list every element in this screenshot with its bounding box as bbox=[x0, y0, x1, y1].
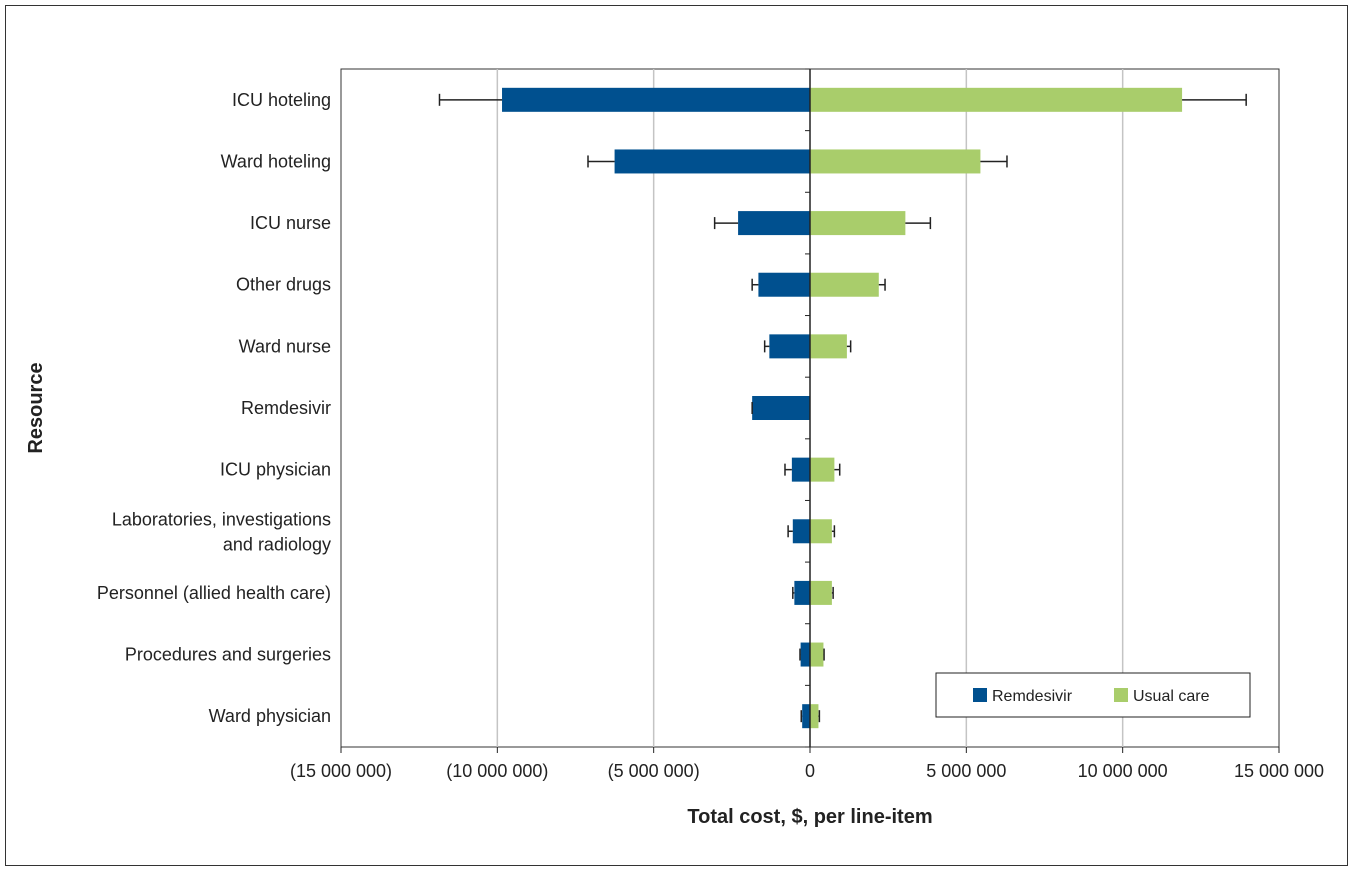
legend-label-usual-care: Usual care bbox=[1133, 688, 1210, 705]
bar-remdesivir bbox=[752, 396, 810, 420]
category-label: ICU hoteling bbox=[232, 90, 331, 110]
bar-remdesivir bbox=[791, 457, 810, 482]
category-label: Ward nurse bbox=[239, 336, 331, 356]
category-label: Laboratories, investigations and radiolog… bbox=[112, 509, 331, 554]
x-tick-label: 0 bbox=[805, 761, 815, 781]
category-label: Ward physician bbox=[209, 706, 331, 726]
bar-usual-care bbox=[810, 334, 847, 359]
legend bbox=[935, 672, 1251, 718]
x-tick-label: (15 000 000) bbox=[290, 761, 392, 781]
bar-usual-care bbox=[810, 519, 832, 544]
category-label: Ward hoteling bbox=[221, 151, 331, 171]
bar-usual-care bbox=[810, 87, 1183, 112]
legend-label-remdesivir: Remdesivir bbox=[992, 688, 1073, 705]
x-tick-label: 15 000 000 bbox=[1234, 761, 1324, 781]
bar-usual-care bbox=[810, 704, 819, 729]
x-tick-label: 5 000 000 bbox=[926, 761, 1006, 781]
bar-usual-care bbox=[810, 642, 824, 667]
bar-remdesivir bbox=[794, 580, 810, 605]
bar-remdesivir bbox=[792, 519, 810, 544]
x-tick-label: (10 000 000) bbox=[446, 761, 548, 781]
bar-remdesivir bbox=[738, 211, 810, 236]
bar-usual-care bbox=[810, 272, 879, 297]
category-label: ICU physician bbox=[220, 460, 331, 480]
bar-usual-care bbox=[810, 580, 832, 605]
y-axis-label: Resource bbox=[25, 362, 47, 453]
x-tick-label: 10 000 000 bbox=[1078, 761, 1168, 781]
bar-usual-care bbox=[810, 149, 981, 174]
bar-remdesivir bbox=[502, 87, 810, 112]
bar-usual-care bbox=[810, 457, 835, 482]
bar-remdesivir bbox=[614, 149, 810, 174]
chart-frame bbox=[5, 5, 1348, 866]
category-label: Remdesivir bbox=[241, 398, 331, 418]
legend-swatch-remdesivir bbox=[973, 688, 987, 702]
bar-usual-care bbox=[810, 211, 906, 236]
category-label: Other drugs bbox=[236, 275, 331, 295]
legend-swatch-usual-care bbox=[1114, 688, 1128, 702]
x-axis-label: Total cost, $, per line-item bbox=[687, 806, 932, 828]
x-tick-label: (5 000 000) bbox=[608, 761, 700, 781]
bar-remdesivir bbox=[800, 642, 810, 667]
category-label: Procedures and surgeries bbox=[125, 645, 331, 665]
bar-remdesivir bbox=[769, 334, 810, 359]
bar-remdesivir bbox=[758, 272, 810, 297]
category-label: Personnel (allied health care) bbox=[97, 583, 331, 603]
bar-remdesivir bbox=[802, 704, 810, 729]
category-label: ICU nurse bbox=[250, 213, 331, 233]
